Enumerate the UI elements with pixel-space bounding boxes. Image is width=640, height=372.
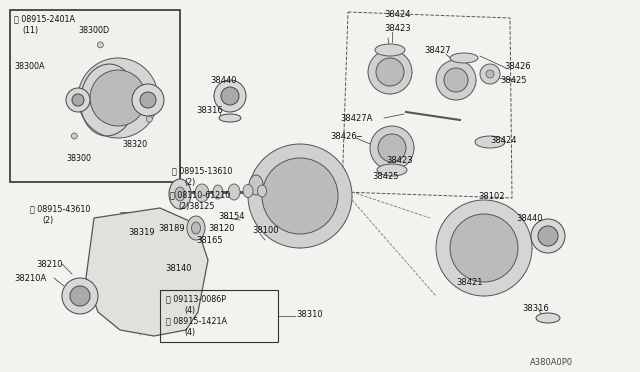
Text: (11): (11) [22, 26, 38, 35]
Ellipse shape [377, 164, 407, 176]
Ellipse shape [66, 88, 90, 112]
Text: (2)38125: (2)38125 [178, 202, 214, 211]
Ellipse shape [71, 133, 77, 139]
Text: Ⓦ 08915-43610: Ⓦ 08915-43610 [30, 204, 90, 213]
Text: ⒱ 08110-61210: ⒱ 08110-61210 [170, 190, 230, 199]
Text: 38120: 38120 [208, 224, 234, 233]
Ellipse shape [195, 184, 209, 202]
Ellipse shape [375, 44, 405, 56]
Ellipse shape [219, 114, 241, 122]
Text: 38425: 38425 [372, 172, 399, 181]
Bar [160, 290, 278, 342]
Ellipse shape [187, 216, 205, 240]
Ellipse shape [221, 87, 239, 105]
Ellipse shape [536, 313, 560, 323]
Text: 38425: 38425 [500, 76, 527, 85]
Text: 38424: 38424 [490, 136, 516, 145]
Ellipse shape [97, 42, 103, 48]
Text: 38165: 38165 [196, 236, 223, 245]
Ellipse shape [378, 134, 406, 162]
Ellipse shape [257, 185, 266, 197]
Ellipse shape [376, 58, 404, 86]
Text: 38154: 38154 [218, 212, 244, 221]
Text: 38426─: 38426─ [330, 132, 362, 141]
Text: 38424: 38424 [384, 10, 410, 19]
Text: Ⓦ 08915-1421A: Ⓦ 08915-1421A [166, 316, 227, 325]
Text: 38310: 38310 [296, 310, 323, 319]
Text: 38300A: 38300A [14, 62, 45, 71]
Text: 38210: 38210 [36, 260, 63, 269]
Text: (4): (4) [184, 306, 195, 315]
Ellipse shape [90, 70, 146, 126]
Text: 38320: 38320 [122, 140, 147, 149]
Ellipse shape [368, 50, 412, 94]
Ellipse shape [132, 84, 164, 116]
Ellipse shape [62, 278, 98, 314]
Text: 38319: 38319 [128, 228, 155, 237]
Text: 38423: 38423 [386, 156, 413, 165]
Ellipse shape [72, 94, 84, 106]
Text: 38102: 38102 [478, 192, 504, 201]
Text: 38440: 38440 [516, 214, 543, 223]
Text: 38210A: 38210A [14, 274, 46, 283]
Text: 38427: 38427 [424, 46, 451, 55]
Text: A380A0P0: A380A0P0 [530, 358, 573, 367]
Text: 38427A: 38427A [340, 114, 372, 123]
Ellipse shape [450, 53, 478, 63]
Ellipse shape [486, 70, 494, 78]
Ellipse shape [169, 179, 191, 209]
Ellipse shape [531, 219, 565, 253]
Text: ⒱ 09113-0086P: ⒱ 09113-0086P [166, 294, 226, 303]
Ellipse shape [249, 175, 263, 195]
Ellipse shape [147, 116, 152, 122]
Ellipse shape [140, 92, 156, 108]
Text: Ⓦ 08915-2401A: Ⓦ 08915-2401A [14, 14, 75, 23]
Ellipse shape [262, 158, 338, 234]
Ellipse shape [214, 80, 246, 112]
Text: (2): (2) [42, 216, 53, 225]
Ellipse shape [70, 286, 90, 306]
Text: 38100: 38100 [252, 226, 278, 235]
Ellipse shape [248, 144, 352, 248]
Text: 38421: 38421 [456, 278, 483, 287]
Ellipse shape [213, 185, 223, 199]
Text: 38316: 38316 [522, 304, 548, 313]
Ellipse shape [480, 64, 500, 84]
Text: 38300: 38300 [66, 154, 91, 163]
Text: 38140: 38140 [165, 264, 191, 273]
Text: 38189: 38189 [158, 224, 184, 233]
Ellipse shape [444, 68, 468, 92]
Ellipse shape [228, 184, 240, 200]
Ellipse shape [538, 226, 558, 246]
Text: Ⓦ 08915-13610: Ⓦ 08915-13610 [172, 166, 232, 175]
Ellipse shape [475, 136, 505, 148]
Ellipse shape [175, 187, 185, 201]
Polygon shape [86, 208, 208, 336]
Text: 38423: 38423 [384, 24, 411, 33]
Ellipse shape [78, 58, 158, 138]
Text: 38440: 38440 [210, 76, 237, 85]
Ellipse shape [370, 126, 414, 170]
Text: 38426: 38426 [504, 62, 531, 71]
Ellipse shape [450, 214, 518, 282]
Text: 38316: 38316 [196, 106, 223, 115]
Text: (2): (2) [184, 178, 195, 187]
Ellipse shape [436, 200, 532, 296]
Ellipse shape [243, 185, 253, 198]
Ellipse shape [191, 222, 200, 234]
Bar [10, 10, 180, 182]
Text: (4): (4) [184, 328, 195, 337]
Ellipse shape [436, 60, 476, 100]
Text: 38300D: 38300D [78, 26, 109, 35]
